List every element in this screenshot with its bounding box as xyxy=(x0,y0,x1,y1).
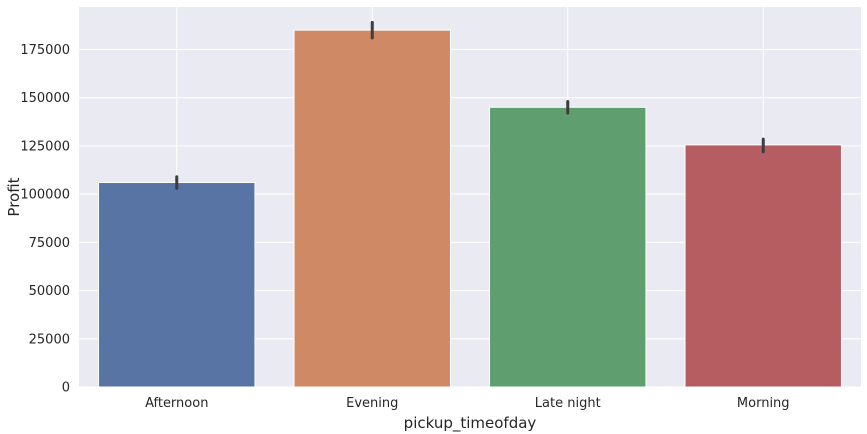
x-tick-label: Late night xyxy=(535,396,601,411)
y-tick-label: 100000 xyxy=(20,188,70,203)
y-tick-label: 150000 xyxy=(20,91,70,106)
y-tick-label: 125000 xyxy=(20,139,70,154)
bar-evening xyxy=(293,29,451,388)
x-tick-label: Afternoon xyxy=(145,396,208,411)
y-tick-label: 0 xyxy=(62,381,70,396)
y-tick-label: 25000 xyxy=(29,332,70,347)
bars xyxy=(98,29,842,388)
bar-afternoon xyxy=(98,182,256,388)
x-tick-label: Morning xyxy=(737,396,790,411)
error-bars xyxy=(175,20,765,190)
x-axis-ticks: Afternoon Evening Late night Morning xyxy=(145,396,790,411)
y-axis-ticks: 0 25000 50000 75000 100000 125000 150000 175000 xyxy=(20,43,70,396)
y-tick-label: 175000 xyxy=(20,43,70,58)
x-tick-label: Evening xyxy=(346,396,398,411)
bar-late-night xyxy=(489,106,647,388)
y-tick-label: 50000 xyxy=(29,284,70,299)
x-axis-label: pickup_timeofday xyxy=(404,414,537,433)
y-tick-label: 75000 xyxy=(29,236,70,251)
y-axis-label: Profit xyxy=(5,177,23,216)
bar-morning xyxy=(684,144,842,388)
